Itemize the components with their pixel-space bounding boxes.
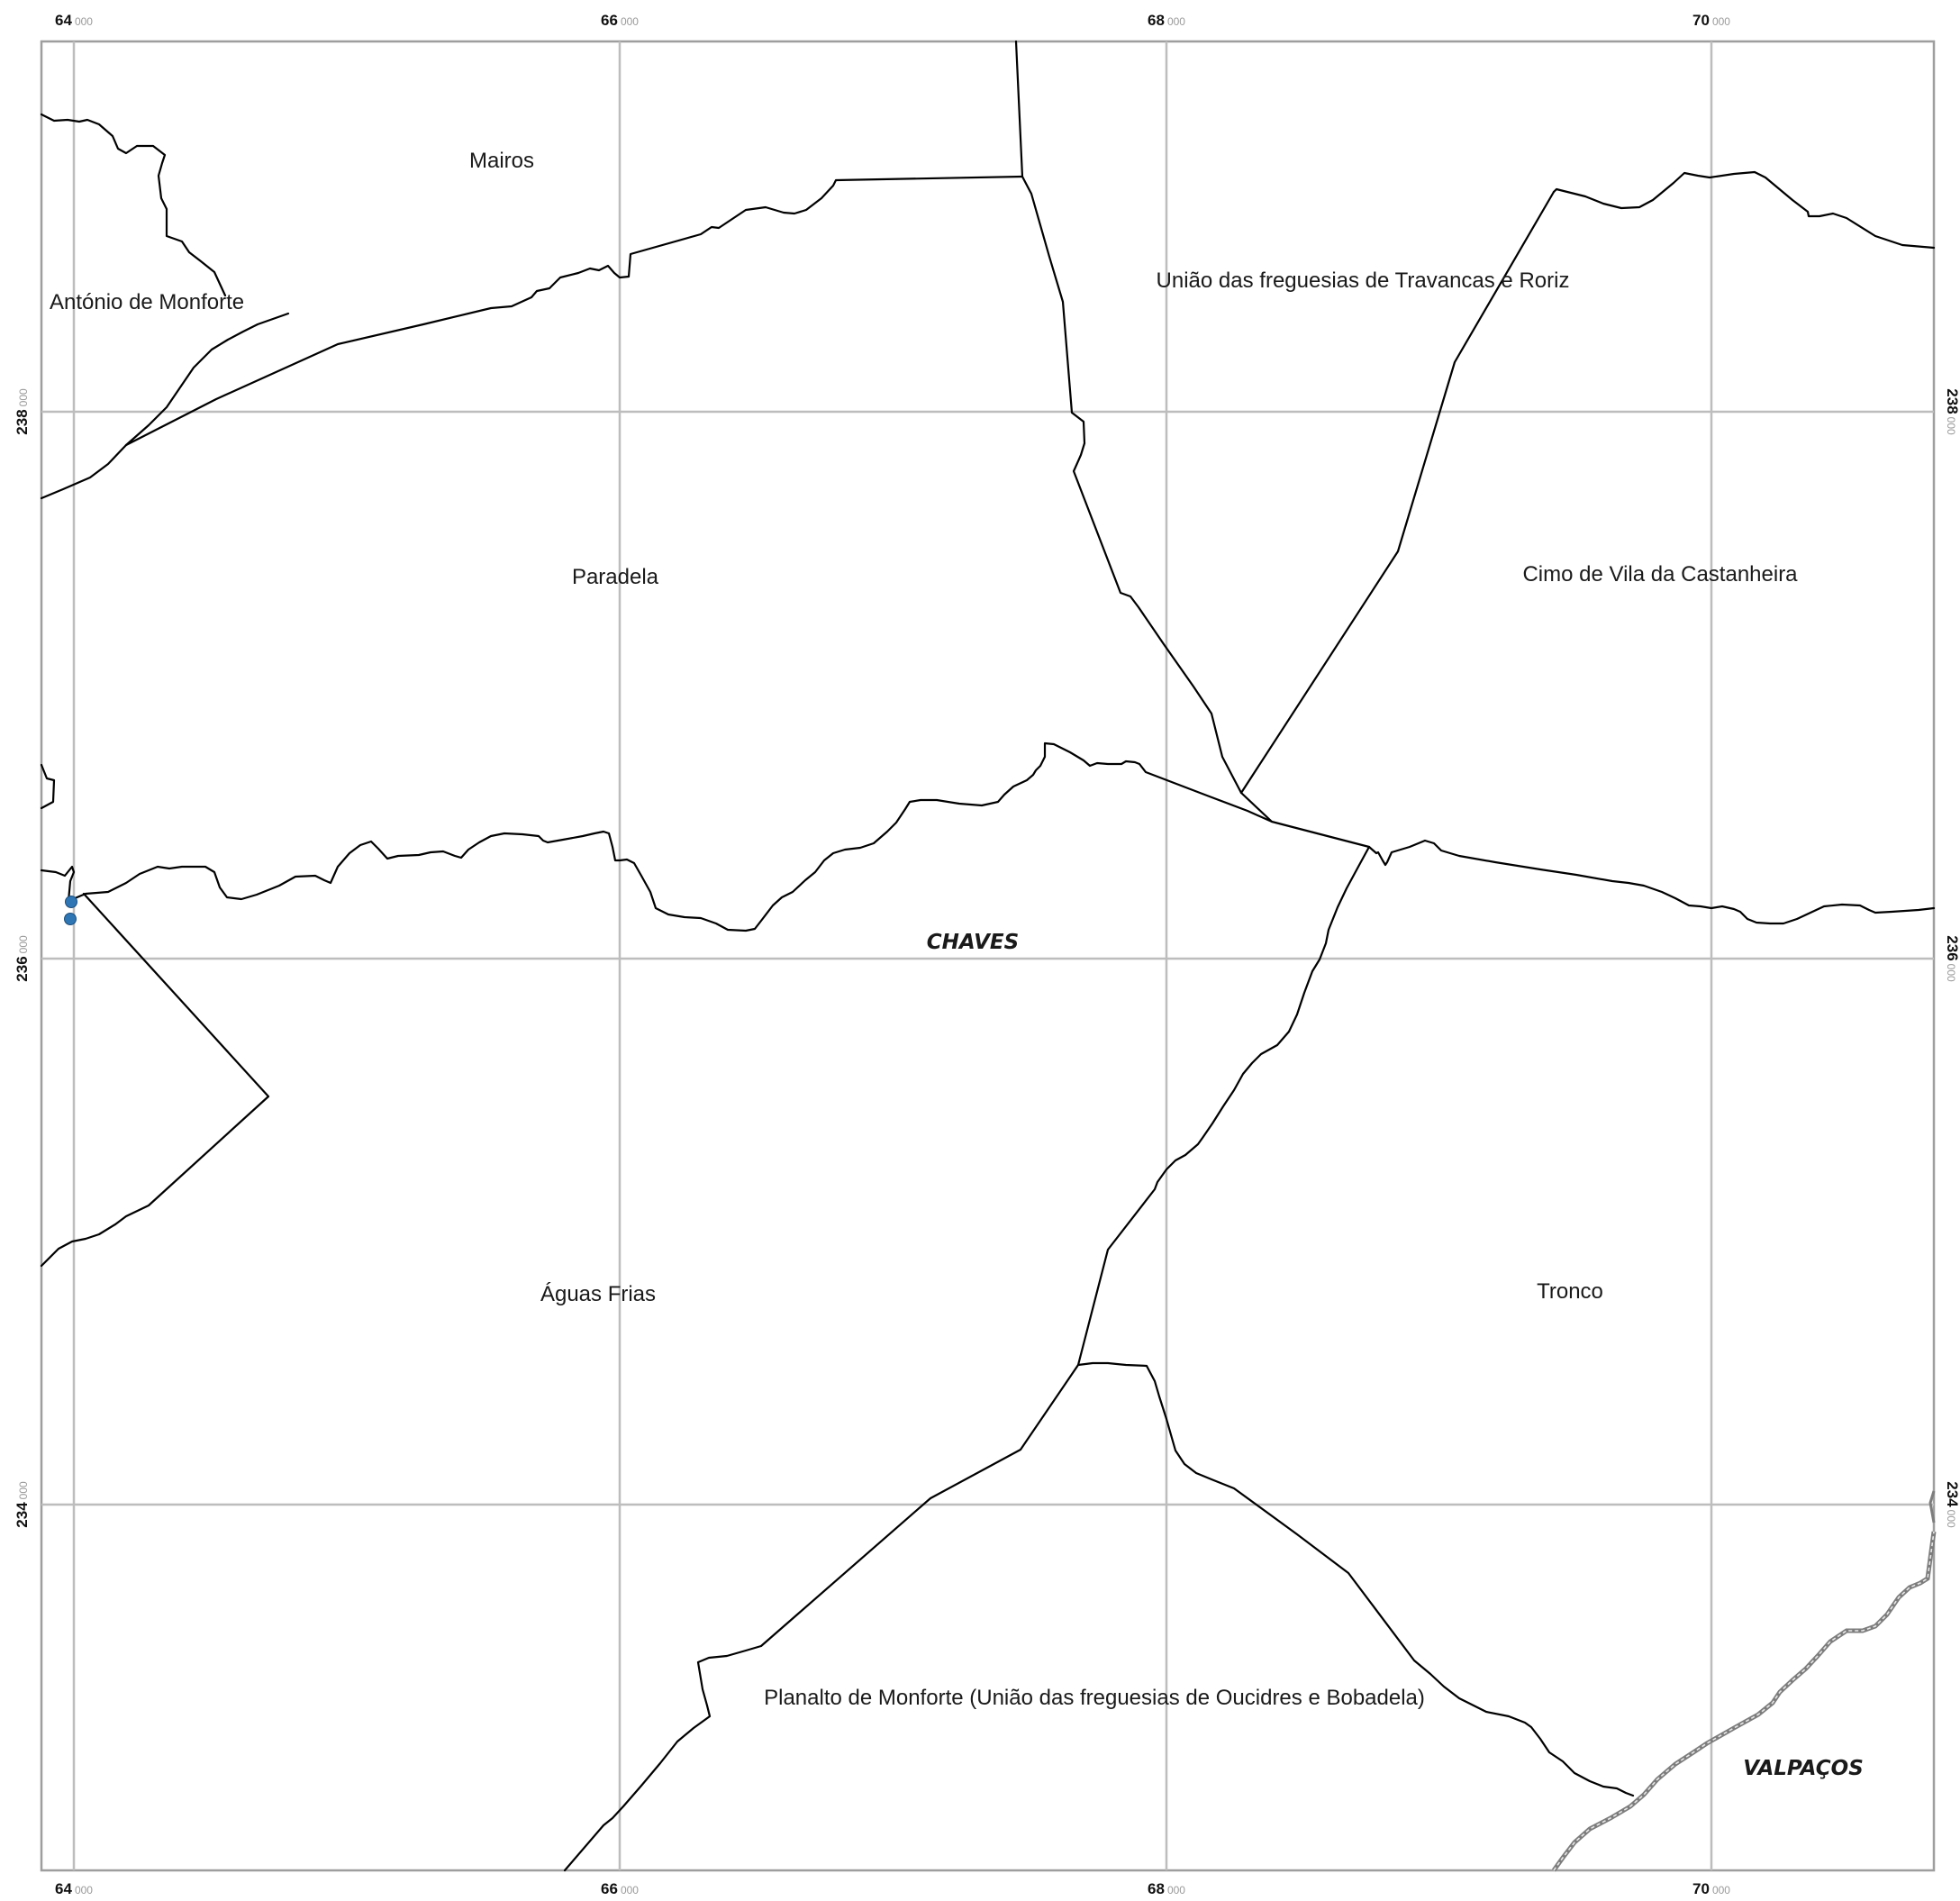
parish-label-travancas-roriz[interactable]: União das freguesias de Travancas e Rori… (1157, 268, 1570, 293)
municipal-boundary (1551, 1490, 1937, 1872)
boundary-cimo-west (1239, 190, 1556, 795)
y-tick-right-236: 236000 (1944, 935, 1960, 982)
parish-label-tronco[interactable]: Tronco (1537, 1279, 1603, 1304)
point-marker-icon[interactable] (64, 913, 77, 925)
map-frame (40, 40, 1936, 1872)
boundary-planalto-north (563, 1361, 1635, 1872)
boundary-travancas-cimo (1552, 170, 1936, 250)
parish-boundaries (40, 40, 1936, 1872)
parish-labels: Mairos António de Monforte União das fre… (50, 149, 1798, 1710)
municipality-label-valpacos[interactable]: VALPAÇOS (1743, 1757, 1864, 1780)
boundary-mairos-travancas (1014, 40, 1274, 823)
parish-label-mairos[interactable]: Mairos (469, 149, 534, 173)
x-tick-bottom-64: 64 000 (55, 1880, 93, 1897)
y-axis-left: 238000 236000 234000 (14, 388, 31, 1528)
boundary-aguas-frias-west (40, 892, 270, 1268)
municipal-boundary-edge (1928, 1490, 1936, 1524)
y-axis-right: 238000 236000 234000 (1944, 388, 1960, 1528)
point-marker-icon[interactable] (65, 896, 77, 908)
boundary-paradela-chaves-main (40, 741, 1936, 932)
x-axis-bottom: 64 000 66 000 68 000 70 000 (55, 1880, 1730, 1897)
municipality-label-chaves[interactable]: CHAVES (927, 931, 1019, 954)
parish-label-paradela[interactable]: Paradela (572, 565, 659, 589)
markers (64, 896, 77, 925)
x-tick-top-68: 68 000 (1148, 12, 1185, 29)
x-axis-top: 64 000 66 000 68 000 70 000 (55, 12, 1730, 29)
x-tick-bottom-68: 68 000 (1148, 1880, 1185, 1897)
y-tick-left-236: 236000 (14, 935, 31, 982)
y-tick-right-238: 238000 (1944, 388, 1960, 435)
municipality-labels: CHAVES VALPAÇOS (927, 931, 1864, 1780)
x-tick-top-64: 64 000 (55, 12, 93, 29)
municipal-boundary-inner (1553, 1531, 1935, 1871)
y-tick-left-234: 234000 (14, 1481, 31, 1528)
x-tick-bottom-70: 70 000 (1692, 1880, 1730, 1897)
boundary-mairos-paradela (40, 175, 1024, 500)
y-tick-right-234: 234000 (1944, 1481, 1960, 1528)
y-tick-left-238: 238000 (14, 388, 31, 435)
grid (41, 41, 1934, 1870)
boundary-antonio-mairos (40, 113, 227, 297)
boundary-antonio-south (124, 312, 290, 447)
x-tick-top-66: 66 000 (601, 12, 639, 29)
parish-label-cimo-de-vila[interactable]: Cimo de Vila da Castanheira (1522, 562, 1798, 587)
x-tick-top-70: 70 000 (1692, 12, 1730, 29)
boundary-paradela-chaves (40, 763, 56, 810)
x-tick-bottom-66: 66 000 (601, 1880, 639, 1897)
parish-label-planalto-de-monforte[interactable]: Planalto de Monforte (União das freguesi… (764, 1686, 1425, 1710)
parish-label-aguas-frias[interactable]: Águas Frias (540, 1282, 656, 1306)
boundary-aguas-frias-tronco (1076, 845, 1371, 1367)
parish-label-antonio-de-monforte[interactable]: António de Monforte (50, 290, 244, 314)
